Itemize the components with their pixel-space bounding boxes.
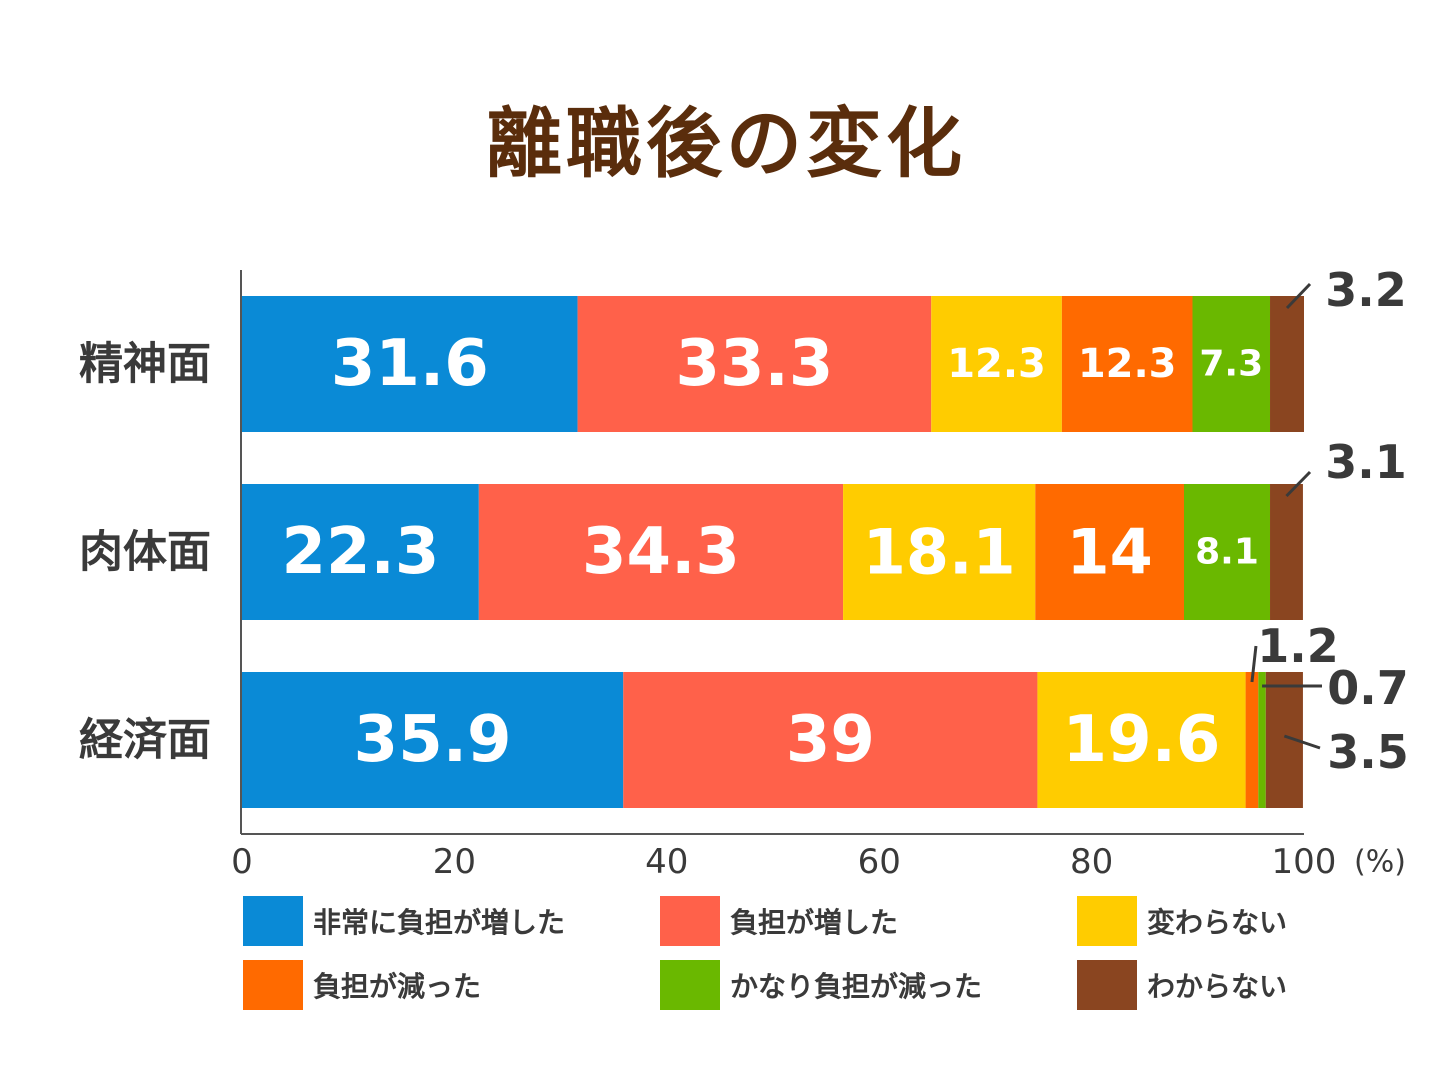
- bar-segment: [242, 484, 479, 620]
- data-label: 12.3: [1078, 341, 1177, 387]
- legend-label: 非常に負担が増した: [313, 906, 566, 939]
- legend-swatch: [243, 896, 303, 946]
- x-unit-label: (%): [1354, 845, 1406, 880]
- x-tick-label: 80: [1070, 842, 1113, 882]
- data-label: 18.1: [863, 516, 1016, 589]
- x-tick-label: 100: [1272, 842, 1337, 882]
- category-label: 肉体面: [79, 527, 211, 578]
- bar-segment: [577, 296, 932, 432]
- data-label: 19.6: [1063, 703, 1221, 777]
- bar-segment: [242, 672, 624, 808]
- legend-swatch: [243, 960, 303, 1010]
- legend-item: かなり負担が減った: [660, 960, 982, 1010]
- legend-item: 変わらない: [1077, 896, 1287, 946]
- bar-segment: [1037, 672, 1246, 808]
- bar-segment: [1192, 296, 1271, 432]
- legend-swatch: [660, 960, 720, 1010]
- bar-segment: [1245, 672, 1259, 808]
- data-label: 31.6: [331, 327, 489, 401]
- bar-segment: [242, 296, 578, 432]
- data-label: 3.2: [1325, 263, 1407, 317]
- data-label: 12.3: [947, 341, 1046, 387]
- bar-segment: [1035, 484, 1184, 620]
- category-label: 精神面: [79, 339, 211, 390]
- legend-swatch: [1077, 960, 1137, 1010]
- bar-segment: [1061, 296, 1193, 432]
- data-label: 22.3: [281, 515, 439, 589]
- data-label: 3.1: [1325, 435, 1407, 489]
- data-label: 14: [1067, 516, 1153, 589]
- legend-swatch: [660, 896, 720, 946]
- chart-title: 離職後の変化: [486, 99, 966, 188]
- data-label: 7.3: [1199, 344, 1263, 385]
- bar-segment: [1270, 484, 1303, 620]
- bar-segment: [1183, 484, 1271, 620]
- legend-label: 変わらない: [1147, 906, 1288, 939]
- bar-segment: [623, 672, 1038, 808]
- legend-item: 非常に負担が増した: [243, 896, 565, 946]
- data-label: 0.7: [1327, 661, 1409, 715]
- x-tick-label: 20: [433, 842, 476, 882]
- data-label: 1.2: [1257, 619, 1339, 673]
- legend-item: わからない: [1077, 960, 1287, 1010]
- leader-line: [1285, 282, 1312, 310]
- bar-segment: [931, 296, 1062, 432]
- data-label: 39: [786, 703, 875, 777]
- x-tick-label: 0: [231, 842, 253, 882]
- data-label: 33.3: [675, 327, 833, 401]
- data-label: 3.5: [1327, 725, 1409, 779]
- leader-line: [1283, 734, 1321, 750]
- x-tick-label: 40: [645, 842, 688, 882]
- legend-item: 負担が増した: [660, 896, 898, 946]
- leader-line: [1285, 470, 1312, 498]
- leader-line: [1250, 645, 1258, 683]
- data-label: 35.9: [354, 703, 512, 777]
- legend-label: かなり負担が減った: [730, 970, 983, 1003]
- legend-swatch: [1077, 896, 1137, 946]
- category-label: 経済面: [79, 715, 211, 766]
- bar-segment: [1270, 296, 1304, 432]
- bar-segment: [843, 484, 1036, 620]
- data-label: 8.1: [1195, 532, 1259, 573]
- bar-segment: [1258, 672, 1266, 808]
- legend-item: 負担が減った: [243, 960, 481, 1010]
- bar-segment: [478, 484, 844, 620]
- legend-label: わからない: [1147, 970, 1288, 1003]
- x-tick-label: 60: [858, 842, 901, 882]
- data-label: 34.3: [582, 515, 740, 589]
- legend-label: 負担が増した: [730, 906, 899, 939]
- legend-label: 負担が減った: [313, 970, 482, 1003]
